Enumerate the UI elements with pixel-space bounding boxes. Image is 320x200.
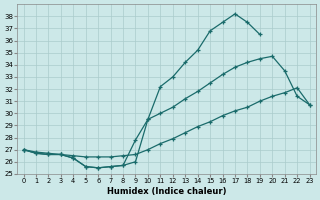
X-axis label: Humidex (Indice chaleur): Humidex (Indice chaleur) [107,187,226,196]
